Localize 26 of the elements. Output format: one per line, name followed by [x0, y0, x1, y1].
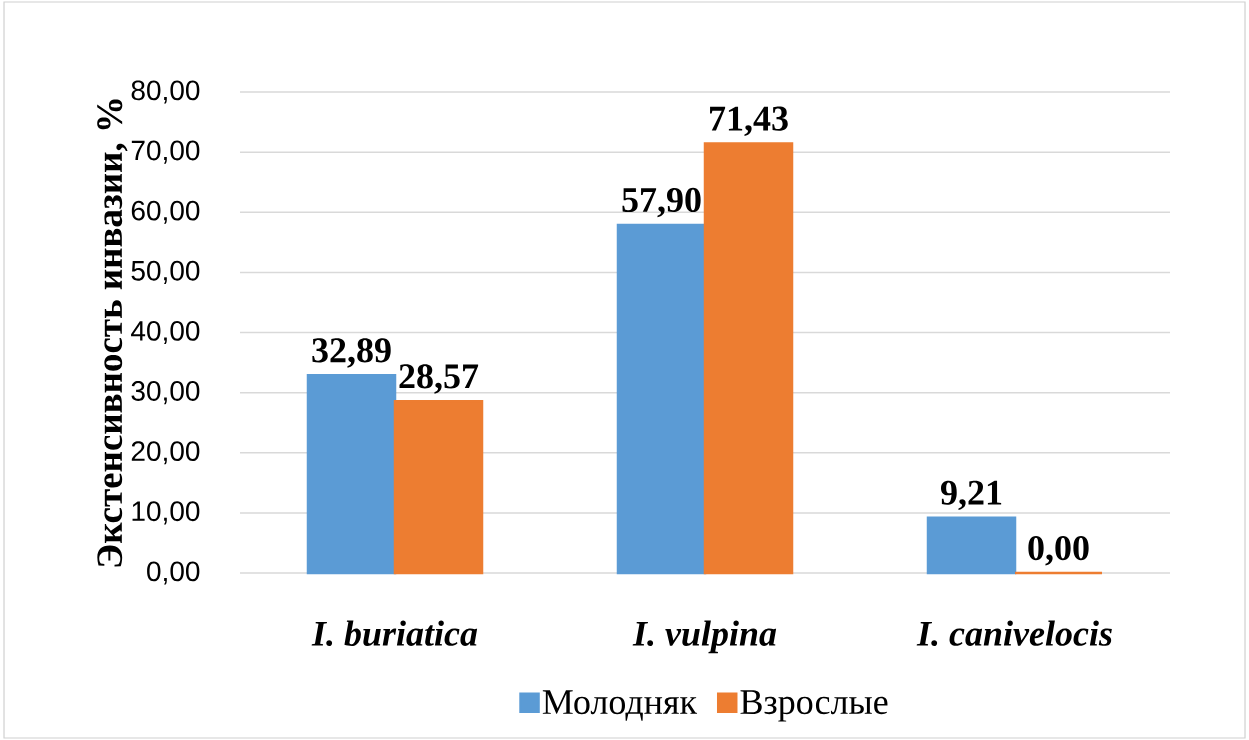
y-tick-label: 70,00: [131, 140, 200, 164]
y-tick-label: 60,00: [131, 200, 200, 224]
data-label: 9,21: [941, 480, 1002, 511]
x-tick-label: I. vulpina: [632, 620, 777, 654]
data-label: 0,00: [1028, 535, 1089, 566]
y-tick-label: 10,00: [132, 501, 200, 525]
y-tick-label: 50,00: [131, 260, 200, 284]
legend-label: Молодняк: [542, 690, 698, 721]
x-tick-label: I. canivelocis: [916, 620, 1112, 647]
data-label: 28,57: [399, 364, 479, 394]
data-label: 32,89: [312, 338, 391, 368]
data-label: 57,90: [622, 187, 701, 218]
bar: [926, 516, 1017, 575]
bar: [393, 399, 484, 575]
y-tick-label: 30,00: [131, 381, 200, 405]
data-label: 71,43: [710, 106, 788, 136]
y-tick-label: 40,00: [131, 320, 200, 345]
y-tick-label: 0,00: [147, 561, 200, 585]
legend-label: Взрослые: [740, 690, 888, 722]
y-axis-title: Экстенсивность инвазии, %: [97, 99, 128, 567]
y-tick-label: 20,00: [131, 441, 200, 465]
bar: [616, 223, 707, 575]
bar: [306, 374, 397, 575]
bar: [703, 142, 794, 575]
x-tick-label: I. buriatica: [311, 620, 478, 647]
y-tick-label: 80,00: [131, 80, 200, 104]
